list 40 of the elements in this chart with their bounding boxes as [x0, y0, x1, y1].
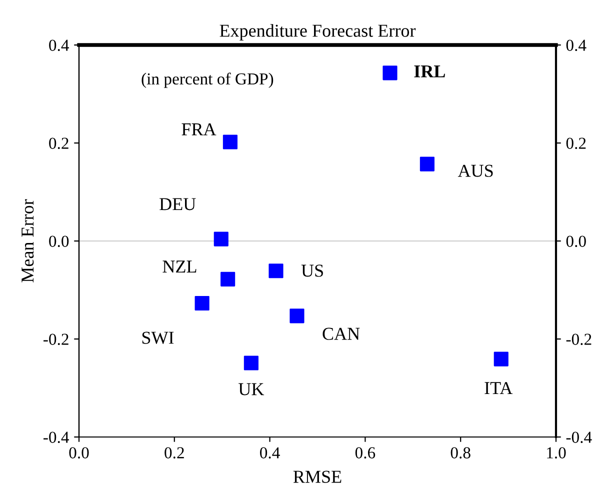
y-axis-title: Mean Error — [22, 199, 34, 282]
x-tick-label: 0.2 — [164, 447, 184, 459]
annotation: US — [301, 264, 323, 277]
y-tick-label: 0.0 — [49, 236, 69, 248]
annotation: ITA — [484, 382, 513, 394]
annotation: FRA — [182, 123, 216, 136]
annotation: CAN — [322, 328, 360, 340]
x-tick-label: 0.0 — [69, 447, 89, 459]
x-tick-label: 0.8 — [450, 447, 470, 459]
x-tick-label: 0.6 — [355, 447, 376, 459]
point — [222, 134, 238, 150]
y2-tick-label: -0.4 — [566, 432, 592, 444]
annotation: (in percent of GDP) — [142, 72, 274, 88]
chart-title: Expenditure Forecast Error — [220, 24, 416, 41]
y2-tick-label: 0.2 — [566, 138, 586, 150]
annotation: SWI — [142, 332, 174, 344]
annotation: UK — [238, 383, 264, 396]
x-axis-title: RMSE — [293, 470, 342, 483]
y2-tick-label: -0.2 — [566, 334, 592, 346]
y2-tick-label: 0.0 — [566, 236, 586, 248]
point — [220, 272, 236, 287]
y-tick-label: 0.4 — [49, 40, 70, 52]
point — [194, 296, 210, 311]
x-tick-label: 0.4 — [260, 447, 280, 459]
y-tick-label: -0.4 — [44, 432, 70, 444]
point — [382, 66, 398, 80]
point — [290, 308, 304, 324]
point — [420, 156, 434, 172]
point — [244, 356, 258, 370]
y2-tick-label: 0.4 — [566, 40, 586, 52]
annotation: NZL — [162, 260, 196, 272]
point — [494, 352, 508, 366]
annotation: DEU — [160, 198, 196, 210]
annotation: IRL — [414, 65, 445, 78]
y-tick-label: 0.2 — [49, 138, 68, 150]
point — [268, 264, 284, 278]
annotation: AUS — [458, 164, 493, 177]
x-tick-label: 1.0 — [547, 447, 566, 459]
y-tick-label: -0.2 — [44, 334, 68, 346]
point — [214, 232, 228, 246]
